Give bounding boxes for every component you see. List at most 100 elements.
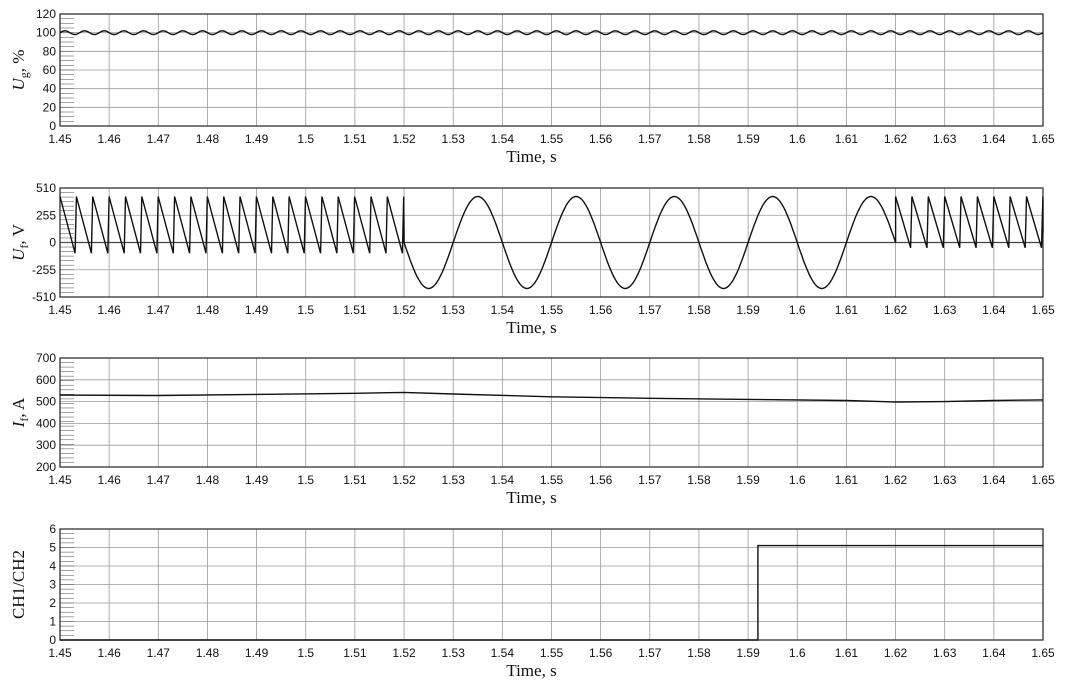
y-tick-label: 200 [36, 460, 56, 474]
x-tick-label: 1.51 [343, 646, 367, 660]
series-trace [60, 544, 1043, 641]
x-axis-title: Time, s [506, 661, 556, 680]
y-tick-label: -255 [32, 263, 56, 277]
x-tick-label: 1.52 [392, 646, 416, 660]
chart-panel-1: 1.45 1.46 1.47 1.48 1.49 1.5 1.51 1.52 1.53 1.54 1… [9, 7, 1055, 166]
x-tick-label: 1.55 [540, 473, 564, 487]
x-tick-label: 1.61 [835, 303, 859, 317]
y-axis-title: If, A [9, 397, 31, 428]
x-tick-label: 1.53 [442, 303, 466, 317]
x-tick-label: 1.54 [491, 303, 515, 317]
y-tick-label: -510 [32, 290, 56, 304]
y-tick-label: 4 [49, 559, 56, 573]
x-tick-label: 1.56 [589, 132, 613, 146]
x-tick-label: 1.63 [933, 303, 957, 317]
x-tick-label: 1.45 [48, 303, 72, 317]
x-tick-label: 1.56 [589, 473, 613, 487]
y-tick-label: 255 [36, 208, 56, 222]
x-tick-label: 1.53 [442, 132, 466, 146]
y-tick-label: 600 [36, 373, 56, 387]
y-tick-label: 510 [36, 181, 56, 195]
x-tick-label: 1.49 [245, 473, 269, 487]
x-axis-title: Time, s [506, 318, 556, 337]
y-tick-label: 0 [49, 119, 56, 133]
x-tick-label: 1.46 [97, 473, 121, 487]
chart-panel-2: 1.45 1.46 1.47 1.48 1.49 1.5 1.51 1.52 1.53 1.54 1… [9, 181, 1055, 337]
x-tick-label: 1.5 [297, 473, 314, 487]
x-tick-label: 1.48 [196, 473, 220, 487]
chart-panel-4: 1.45 1.46 1.47 1.48 1.49 1.5 1.51 1.52 1.53 1.54 1… [9, 522, 1055, 680]
x-tick-label: 1.48 [196, 303, 220, 317]
x-tick-label: 1.57 [638, 473, 662, 487]
y-tick-label: 80 [43, 44, 57, 58]
x-tick-label: 1.6 [789, 303, 806, 317]
x-tick-label: 1.56 [589, 646, 613, 660]
x-tick-label: 1.49 [245, 303, 269, 317]
x-tick-label: 1.61 [835, 646, 859, 660]
x-tick-label: 1.65 [1031, 473, 1055, 487]
x-tick-label: 1.57 [638, 646, 662, 660]
x-tick-label: 1.65 [1031, 646, 1055, 660]
x-tick-label: 1.5 [297, 303, 314, 317]
y-tick-label: 500 [36, 395, 56, 409]
x-tick-label: 1.49 [245, 646, 269, 660]
y-axis-title: CH1/CH2 [9, 550, 28, 619]
plot-frame [59, 187, 1044, 298]
y-tick-label: 0 [49, 236, 56, 250]
x-tick-label: 1.51 [343, 473, 367, 487]
x-tick-label: 1.6 [789, 646, 806, 660]
x-tick-label: 1.61 [835, 132, 859, 146]
plot-frame [59, 13, 1044, 127]
x-tick-label: 1.64 [982, 132, 1006, 146]
x-tick-label: 1.65 [1031, 132, 1055, 146]
x-tick-label: 1.64 [982, 303, 1006, 317]
x-tick-label: 1.58 [687, 646, 711, 660]
y-tick-label: 700 [36, 351, 56, 365]
x-tick-label: 1.52 [392, 303, 416, 317]
y-tick-label: 40 [43, 82, 57, 96]
series-trace [59, 195, 1044, 290]
x-tick-label: 1.58 [687, 303, 711, 317]
x-tick-label: 1.56 [589, 303, 613, 317]
x-tick-label: 1.46 [97, 132, 121, 146]
x-tick-label: 1.54 [491, 646, 515, 660]
y-tick-label: 3 [49, 578, 56, 592]
y-tick-label: 300 [36, 438, 56, 452]
x-tick-label: 1.5 [297, 132, 314, 146]
x-tick-label: 1.6 [789, 473, 806, 487]
y-tick-label: 100 [36, 26, 56, 40]
y-axis-title: Ug, % [9, 50, 31, 91]
x-tick-label: 1.45 [48, 646, 72, 660]
x-tick-label: 1.64 [982, 473, 1006, 487]
x-axis-title: Time, s [506, 147, 556, 166]
x-tick-label: 1.54 [491, 473, 515, 487]
x-tick-label: 1.53 [442, 473, 466, 487]
x-tick-label: 1.46 [97, 303, 121, 317]
x-tick-label: 1.45 [48, 473, 72, 487]
x-tick-label: 1.47 [147, 646, 171, 660]
x-tick-label: 1.63 [933, 646, 957, 660]
x-tick-label: 1.58 [687, 473, 711, 487]
x-tick-label: 1.62 [884, 473, 908, 487]
x-tick-label: 1.48 [196, 132, 220, 146]
plot-frame [59, 357, 1044, 468]
y-tick-label: 400 [36, 416, 56, 430]
x-tick-label: 1.46 [97, 646, 121, 660]
x-tick-label: 1.57 [638, 132, 662, 146]
y-tick-label: 0 [49, 633, 56, 647]
x-tick-label: 1.47 [147, 303, 171, 317]
x-tick-label: 1.63 [933, 473, 957, 487]
x-tick-label: 1.63 [933, 132, 957, 146]
x-tick-label: 1.62 [884, 132, 908, 146]
y-tick-label: 20 [43, 100, 57, 114]
y-axis-title: Uf, V [9, 223, 31, 260]
x-tick-label: 1.51 [343, 132, 367, 146]
x-tick-label: 1.61 [835, 473, 859, 487]
x-tick-label: 1.55 [540, 132, 564, 146]
y-tick-label: 2 [49, 596, 56, 610]
series-trace [59, 30, 1044, 36]
x-tick-label: 1.52 [392, 132, 416, 146]
x-tick-label: 1.62 [884, 646, 908, 660]
series-trace [59, 391, 1044, 403]
x-tick-label: 1.45 [48, 132, 72, 146]
